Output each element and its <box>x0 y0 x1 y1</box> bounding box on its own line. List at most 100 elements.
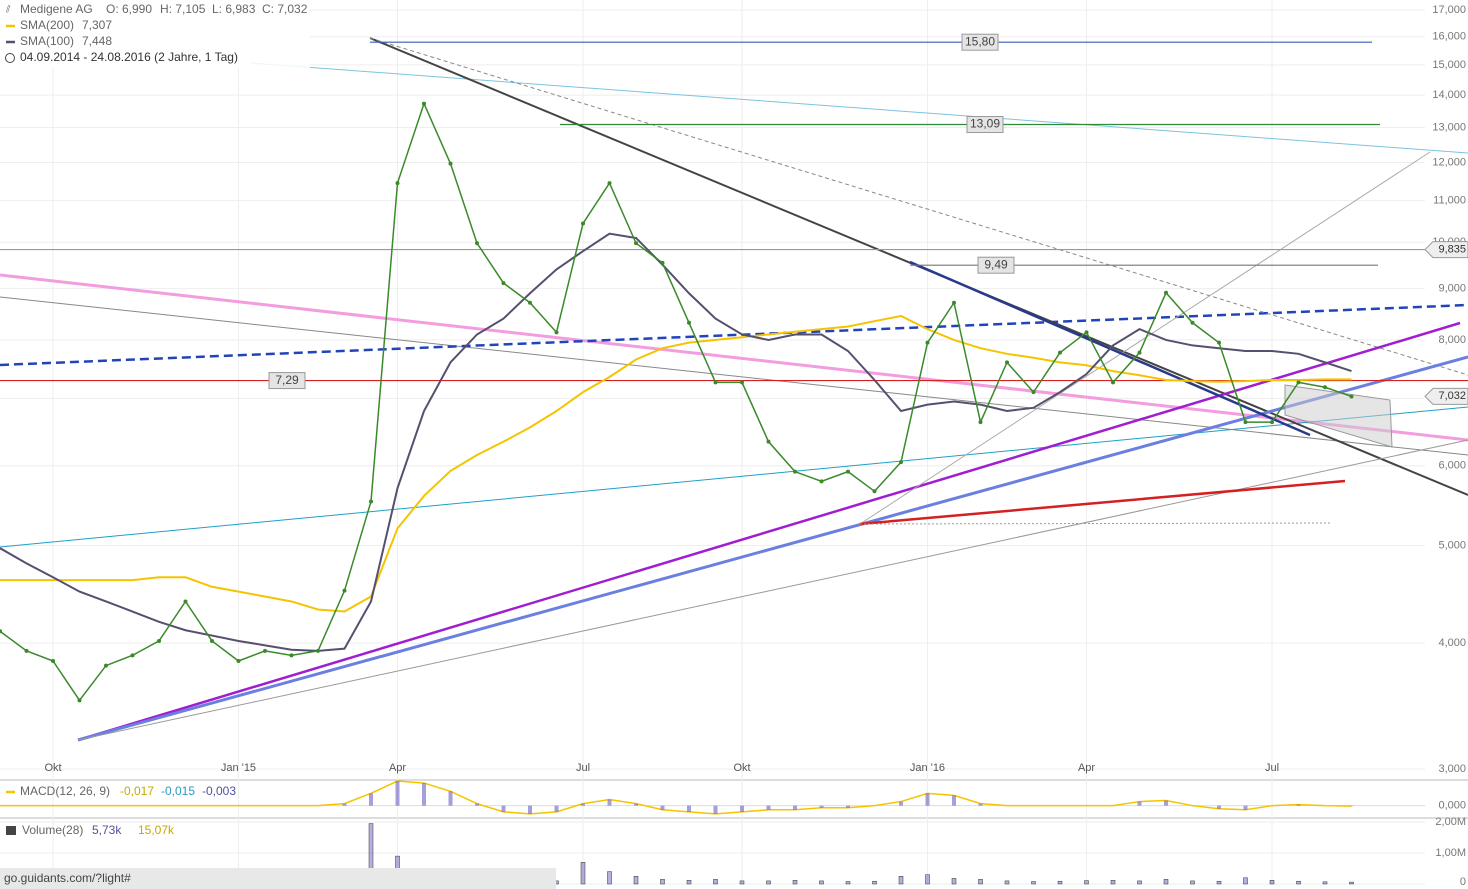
y-tick-label: 17,000 <box>1432 4 1466 16</box>
level-label-box <box>977 256 1015 274</box>
volume-bar <box>1349 881 1354 885</box>
price-point <box>157 638 161 643</box>
macd-bar <box>660 805 665 810</box>
x-tick-label: Apr <box>389 762 406 774</box>
trend-line <box>0 303 1468 367</box>
price-tag-label: 9,835 <box>1438 243 1466 255</box>
macd-label: MACD(12, 26, 9) <box>20 784 110 798</box>
level-label: 15,80 <box>965 34 995 48</box>
volume-bar <box>872 880 877 885</box>
volume-icon <box>6 826 16 835</box>
price-point <box>104 663 108 668</box>
price-tag <box>1424 387 1468 405</box>
volume-bar <box>1031 881 1036 885</box>
macd-bar <box>581 803 585 806</box>
macd-bar <box>819 805 824 808</box>
macd-bar <box>554 805 559 812</box>
legend-value: 7,448 <box>82 34 112 48</box>
legend-label: SMA(200) <box>20 18 74 32</box>
trend-line <box>77 355 1468 742</box>
y-tick-label: 3,000 <box>1438 763 1466 775</box>
price-point <box>660 260 665 265</box>
price-point <box>130 653 135 658</box>
volume-bar <box>580 862 586 885</box>
price-point <box>1323 385 1327 390</box>
volume-bar <box>713 879 718 885</box>
price-point <box>1005 360 1009 365</box>
price-point <box>528 300 532 305</box>
price-point <box>687 320 691 325</box>
price-point <box>1217 340 1221 345</box>
level-label-box <box>268 372 306 390</box>
macd-bar <box>475 803 479 806</box>
price-point <box>1084 330 1089 335</box>
volume-bar <box>1137 880 1142 885</box>
price-point <box>263 648 267 653</box>
volume-bar <box>845 881 851 885</box>
price-point <box>634 241 638 246</box>
macd-bar <box>978 803 983 806</box>
volume-bar <box>686 880 692 885</box>
price-point <box>316 648 320 653</box>
macd-bar <box>713 805 718 814</box>
volume-bar <box>792 880 798 885</box>
volume-bar <box>1269 880 1275 885</box>
macd-bar <box>395 781 400 806</box>
volume-bar <box>1004 880 1010 885</box>
macd-bar <box>1164 800 1168 806</box>
macd-bar <box>687 805 691 812</box>
legend-value: 7,307 <box>82 18 112 32</box>
volume-bar <box>925 874 930 885</box>
macd-bar <box>925 793 930 806</box>
y-tick-label: 0,000 <box>1438 800 1466 812</box>
macd-value: -0,017 <box>120 784 154 798</box>
price-point <box>342 588 347 593</box>
trend-line <box>0 296 1468 456</box>
legend-background <box>0 0 310 68</box>
price-point <box>1270 420 1274 425</box>
x-tick-label: Okt <box>44 762 61 774</box>
price-point <box>183 599 188 604</box>
price-point <box>448 161 453 166</box>
price-point <box>766 439 771 444</box>
macd-bar <box>501 805 506 812</box>
y-tick-label: 12,000 <box>1432 156 1466 168</box>
macd-bar <box>1217 805 1221 809</box>
y-tick-label: 15,000 <box>1432 59 1466 71</box>
volume-bar <box>898 876 904 885</box>
volume-bar <box>633 876 639 885</box>
price-point <box>819 479 824 484</box>
y-tick-label: 1,00M <box>1435 847 1466 859</box>
volume-bar <box>978 879 983 885</box>
y-tick-label: 9,000 <box>1438 282 1466 294</box>
price-point <box>0 629 2 634</box>
price-point <box>1111 380 1115 385</box>
price-point <box>501 281 506 286</box>
x-tick-label: Okt <box>733 762 750 774</box>
level-label: 9,49 <box>984 257 1008 271</box>
price-point <box>1137 350 1142 355</box>
icon: ⫽ <box>5 5 11 16</box>
price-point <box>395 181 400 186</box>
x-tick-label: Apr <box>1078 762 1095 774</box>
legend-label: SMA(100) <box>20 34 74 48</box>
ohlc: H: 7,105 <box>160 2 206 16</box>
macd-bar <box>766 805 771 810</box>
volume-bar <box>819 880 824 885</box>
chart-title: Medigene AG <box>20 2 93 16</box>
price-point <box>1190 320 1195 325</box>
price-tag <box>1424 241 1468 259</box>
volume-value: 15,07k <box>138 823 175 837</box>
price-point <box>77 698 82 703</box>
price-point <box>1243 420 1248 425</box>
ohlc: L: 6,983 <box>212 2 256 16</box>
y-tick-label: 14,000 <box>1432 89 1466 101</box>
price-point <box>1031 390 1036 395</box>
price-point <box>475 241 479 246</box>
macd-bar <box>528 805 532 814</box>
price-point <box>422 101 426 106</box>
trend-line <box>859 522 1331 525</box>
ohlc: C: 7,032 <box>262 2 308 16</box>
